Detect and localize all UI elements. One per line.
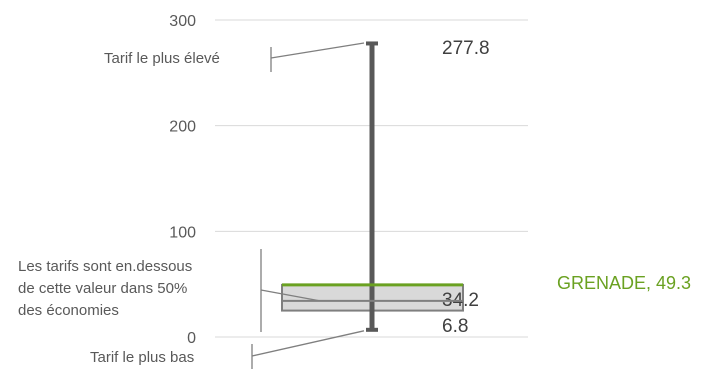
max-value-label: 277.8 (442, 38, 490, 59)
median-annotation-line2: de cette valeur dans 50% (18, 280, 187, 297)
min-value-label: 6.8 (442, 316, 468, 337)
y-axis-ticks: 0 100 200 300 (169, 13, 196, 347)
y-tick-label-100: 100 (169, 224, 196, 241)
min-annotation: Tarif le plus bas (90, 349, 194, 366)
median-leader (260, 289, 321, 302)
y-tick-label-300: 300 (169, 13, 196, 30)
min-leader (251, 330, 365, 357)
median-annotation-line1: Les tarifs sont en.dessous (18, 258, 192, 275)
max-leader (270, 42, 365, 59)
median-annotation-line3: des économies (18, 302, 119, 319)
annotation-leaders (251, 42, 365, 369)
y-tick-label-0: 0 (187, 330, 196, 347)
highlight-label: GRENADE, 49.3 (557, 273, 691, 293)
y-tick-label-200: 200 (169, 119, 196, 136)
max-annotation: Tarif le plus élevé (104, 50, 220, 67)
